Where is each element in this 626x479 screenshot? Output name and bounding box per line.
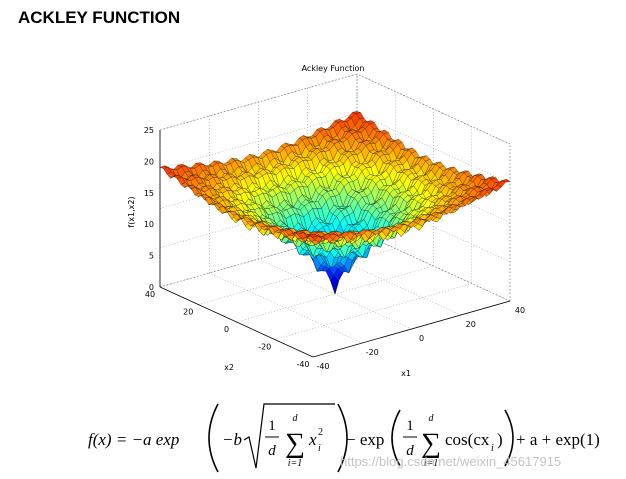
sum: ∑ [421, 428, 441, 459]
z-tick-label: 15 [144, 189, 154, 198]
paren [391, 409, 401, 467]
heading: ACKLEY FUNCTION [18, 8, 180, 27]
z-tick-label: 25 [144, 126, 154, 135]
axis-line [312, 300, 511, 358]
sum-bottom: i=1 [424, 458, 439, 469]
formula-neg-b: −b [222, 430, 242, 449]
cos-sub: i [491, 443, 494, 454]
plot-title: Ackley Function [302, 64, 365, 73]
paren [208, 403, 219, 473]
x2-tick-label: 0 [224, 325, 229, 334]
box-grid [356, 73, 511, 145]
x1-tick-label: -40 [316, 362, 329, 371]
z-axis-label: f(x1,x2) [127, 196, 136, 227]
x1-tick-label: 20 [466, 320, 476, 329]
x-sup: 2 [318, 427, 323, 438]
paren [504, 409, 514, 467]
surface-plot [159, 73, 511, 358]
formula: f(x) = −a exp −b 1 d d ∑ i=1 x i 2 − exp… [88, 403, 600, 473]
minus-exp: − exp [346, 430, 384, 449]
formula-tail: + a + exp(1) [516, 430, 600, 449]
x1-axis-label: x1 [401, 369, 411, 378]
x-sub: i [318, 443, 321, 454]
x: x [308, 430, 317, 449]
box-grid [356, 113, 511, 184]
paren [337, 403, 348, 473]
cos: cos(cx [445, 430, 490, 449]
box-grid [198, 248, 396, 305]
x1-tick-label: 0 [419, 334, 424, 343]
frac-den: d [268, 443, 276, 459]
sum: ∑ [285, 428, 305, 459]
x2-tick-label: 40 [145, 290, 155, 299]
surface-cell [309, 233, 318, 238]
box-grid [159, 230, 358, 288]
box-grid [307, 244, 461, 316]
x1-tick-label: 40 [515, 306, 525, 315]
watermark: https://blog.csdn.net/weixin_45617915 [340, 454, 561, 469]
x2-tick-label: -20 [258, 343, 271, 352]
z-tick-label: 10 [144, 220, 154, 229]
z-tick-label: 20 [144, 157, 154, 166]
cos-close: ) [497, 430, 503, 449]
z-tick-label: 5 [149, 252, 154, 261]
axis-line [159, 286, 314, 358]
box-grid [159, 73, 358, 131]
sum-bottom: i=1 [288, 458, 303, 469]
x2-tick-label: -40 [296, 360, 309, 369]
frac-num: 1 [406, 418, 414, 434]
sum-top: d [293, 413, 299, 424]
x1-tick-label: -20 [366, 348, 379, 357]
sum-top: d [429, 413, 435, 424]
frac-num: 1 [268, 418, 276, 434]
formula-lhs: f(x) = −a exp [88, 430, 179, 449]
x2-axis-label: x2 [224, 363, 234, 372]
frac-den: d [406, 443, 414, 459]
z-tick-label: 0 [149, 283, 154, 292]
box-grid [356, 230, 511, 302]
sqrt [243, 403, 335, 469]
x2-tick-label: 20 [183, 308, 193, 317]
box-grid [159, 113, 358, 170]
